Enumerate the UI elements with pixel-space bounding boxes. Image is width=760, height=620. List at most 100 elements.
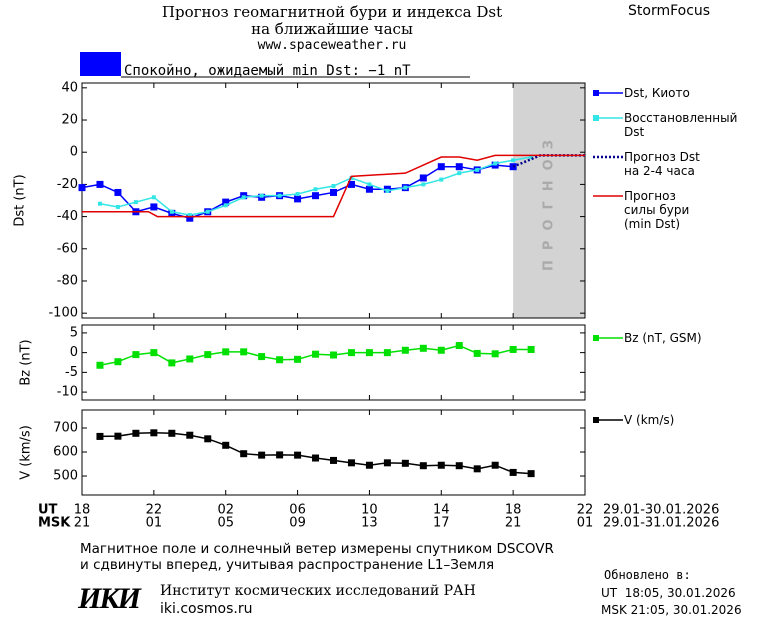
- updated-ut: UT 18:05, 30.01.2026: [601, 586, 736, 600]
- data-point: [294, 195, 302, 203]
- x-tick-label: 01: [577, 516, 594, 531]
- data-point: [401, 459, 409, 467]
- status: Спокойно, ожидаемый min Dst: −1 nT: [124, 63, 411, 79]
- legend-swatch: [593, 155, 623, 159]
- data-point: [509, 468, 517, 476]
- legend-marker: [593, 417, 599, 423]
- data-point: [186, 214, 194, 222]
- data-point: [258, 353, 266, 361]
- data-point: [96, 361, 104, 369]
- data-point: [258, 451, 266, 459]
- data-point: [493, 161, 498, 166]
- data-point: [437, 163, 445, 171]
- legend-swatch: [593, 115, 623, 121]
- legend-marker: [593, 90, 599, 96]
- data-point: [223, 203, 228, 208]
- x-tick-label: 22: [146, 503, 163, 518]
- legend-label: Dst, Киото: [624, 86, 690, 100]
- y-tick-label: -100: [48, 306, 78, 321]
- data-point: [78, 184, 86, 192]
- x-tick-label: 05: [217, 516, 234, 531]
- y-tick-label: -80: [57, 273, 78, 288]
- data-point: [419, 462, 427, 470]
- data-point: [294, 451, 302, 459]
- data-point: [132, 351, 140, 359]
- data-point: [367, 182, 372, 187]
- legend-swatch: [593, 195, 623, 197]
- legend: V (km/s): [592, 413, 674, 427]
- data-point: [276, 451, 284, 459]
- y-tick-label: 20: [61, 113, 78, 128]
- data-point: [347, 180, 355, 188]
- data-point: [455, 163, 463, 171]
- data-point: [204, 435, 212, 443]
- data-point: [150, 203, 158, 211]
- x-tick-label: 18: [505, 503, 522, 518]
- data-point: [240, 450, 248, 458]
- x-tick-label: 14: [433, 503, 450, 518]
- x-tick-label: 21: [505, 516, 522, 531]
- data-point: [312, 350, 320, 358]
- x-tick-label: 21: [74, 516, 91, 531]
- data-point: [383, 349, 391, 357]
- legend: Dst, Киото Восстановленный Dst Прогноз Dst…: [592, 86, 737, 231]
- data-point: [204, 351, 212, 359]
- series-line: [99, 156, 532, 216]
- data-point: [330, 188, 337, 196]
- data-point: [205, 209, 210, 214]
- data-point: [331, 184, 336, 189]
- data-point: [313, 187, 318, 192]
- data-point: [222, 441, 230, 449]
- legend-marker: [593, 335, 599, 341]
- data-point: [473, 349, 481, 357]
- data-point: [509, 163, 517, 171]
- data-point: [385, 188, 390, 193]
- legend-swatch: [593, 417, 623, 423]
- data-point: [187, 212, 192, 217]
- legend-label: Восстановленный Dst: [624, 111, 738, 139]
- url: iki.cosmos.ru: [160, 601, 253, 617]
- x-tick-label: 22: [577, 503, 594, 518]
- legend-label: Прогноз Dst на 2-4 часа: [624, 150, 700, 178]
- y-tick-label: 500: [53, 469, 78, 484]
- y-axis-label: V (km/s): [19, 425, 34, 480]
- data-point: [365, 185, 373, 193]
- data-point: [383, 459, 391, 467]
- data-point: [421, 182, 426, 187]
- data-point: [150, 429, 158, 437]
- legend-item: V (km/s): [592, 413, 674, 427]
- data-point: [437, 346, 445, 354]
- y-tick-label: 600: [53, 445, 78, 460]
- institute: Институт космических исследований РАН: [160, 583, 476, 599]
- data-point: [365, 349, 373, 357]
- data-point: [276, 356, 284, 364]
- legend-swatch: [593, 335, 623, 341]
- data-point: [96, 432, 104, 440]
- data-point: [151, 195, 156, 200]
- data-point: [529, 155, 534, 160]
- data-point: [312, 192, 320, 200]
- data-point: [168, 359, 176, 367]
- legend-marker: [593, 115, 599, 121]
- data-point: [457, 171, 462, 176]
- plot-frame: [81, 82, 586, 319]
- legend-item: Dst, Киото: [592, 86, 737, 100]
- y-tick-label: 700: [53, 421, 78, 436]
- legend-label: V (km/s): [624, 413, 675, 427]
- x-tick-label: 09: [289, 516, 306, 531]
- data-point: [294, 355, 302, 363]
- data-point: [114, 432, 122, 440]
- plot-frame: [81, 324, 586, 401]
- data-point: [419, 344, 427, 352]
- data-point: [133, 200, 138, 205]
- data-point: [473, 465, 481, 473]
- y-tick-label: 0: [70, 145, 78, 160]
- legend-item: Прогноз силы бури (min Dst): [592, 189, 737, 231]
- legend-item: Прогноз Dst на 2-4 часа: [592, 150, 737, 178]
- data-point: [511, 158, 516, 163]
- legend: Bz (nT, GSM): [592, 331, 702, 345]
- data-point: [186, 355, 194, 363]
- data-point: [240, 348, 248, 356]
- logo: ИКИ: [78, 582, 141, 615]
- data-point: [365, 461, 373, 469]
